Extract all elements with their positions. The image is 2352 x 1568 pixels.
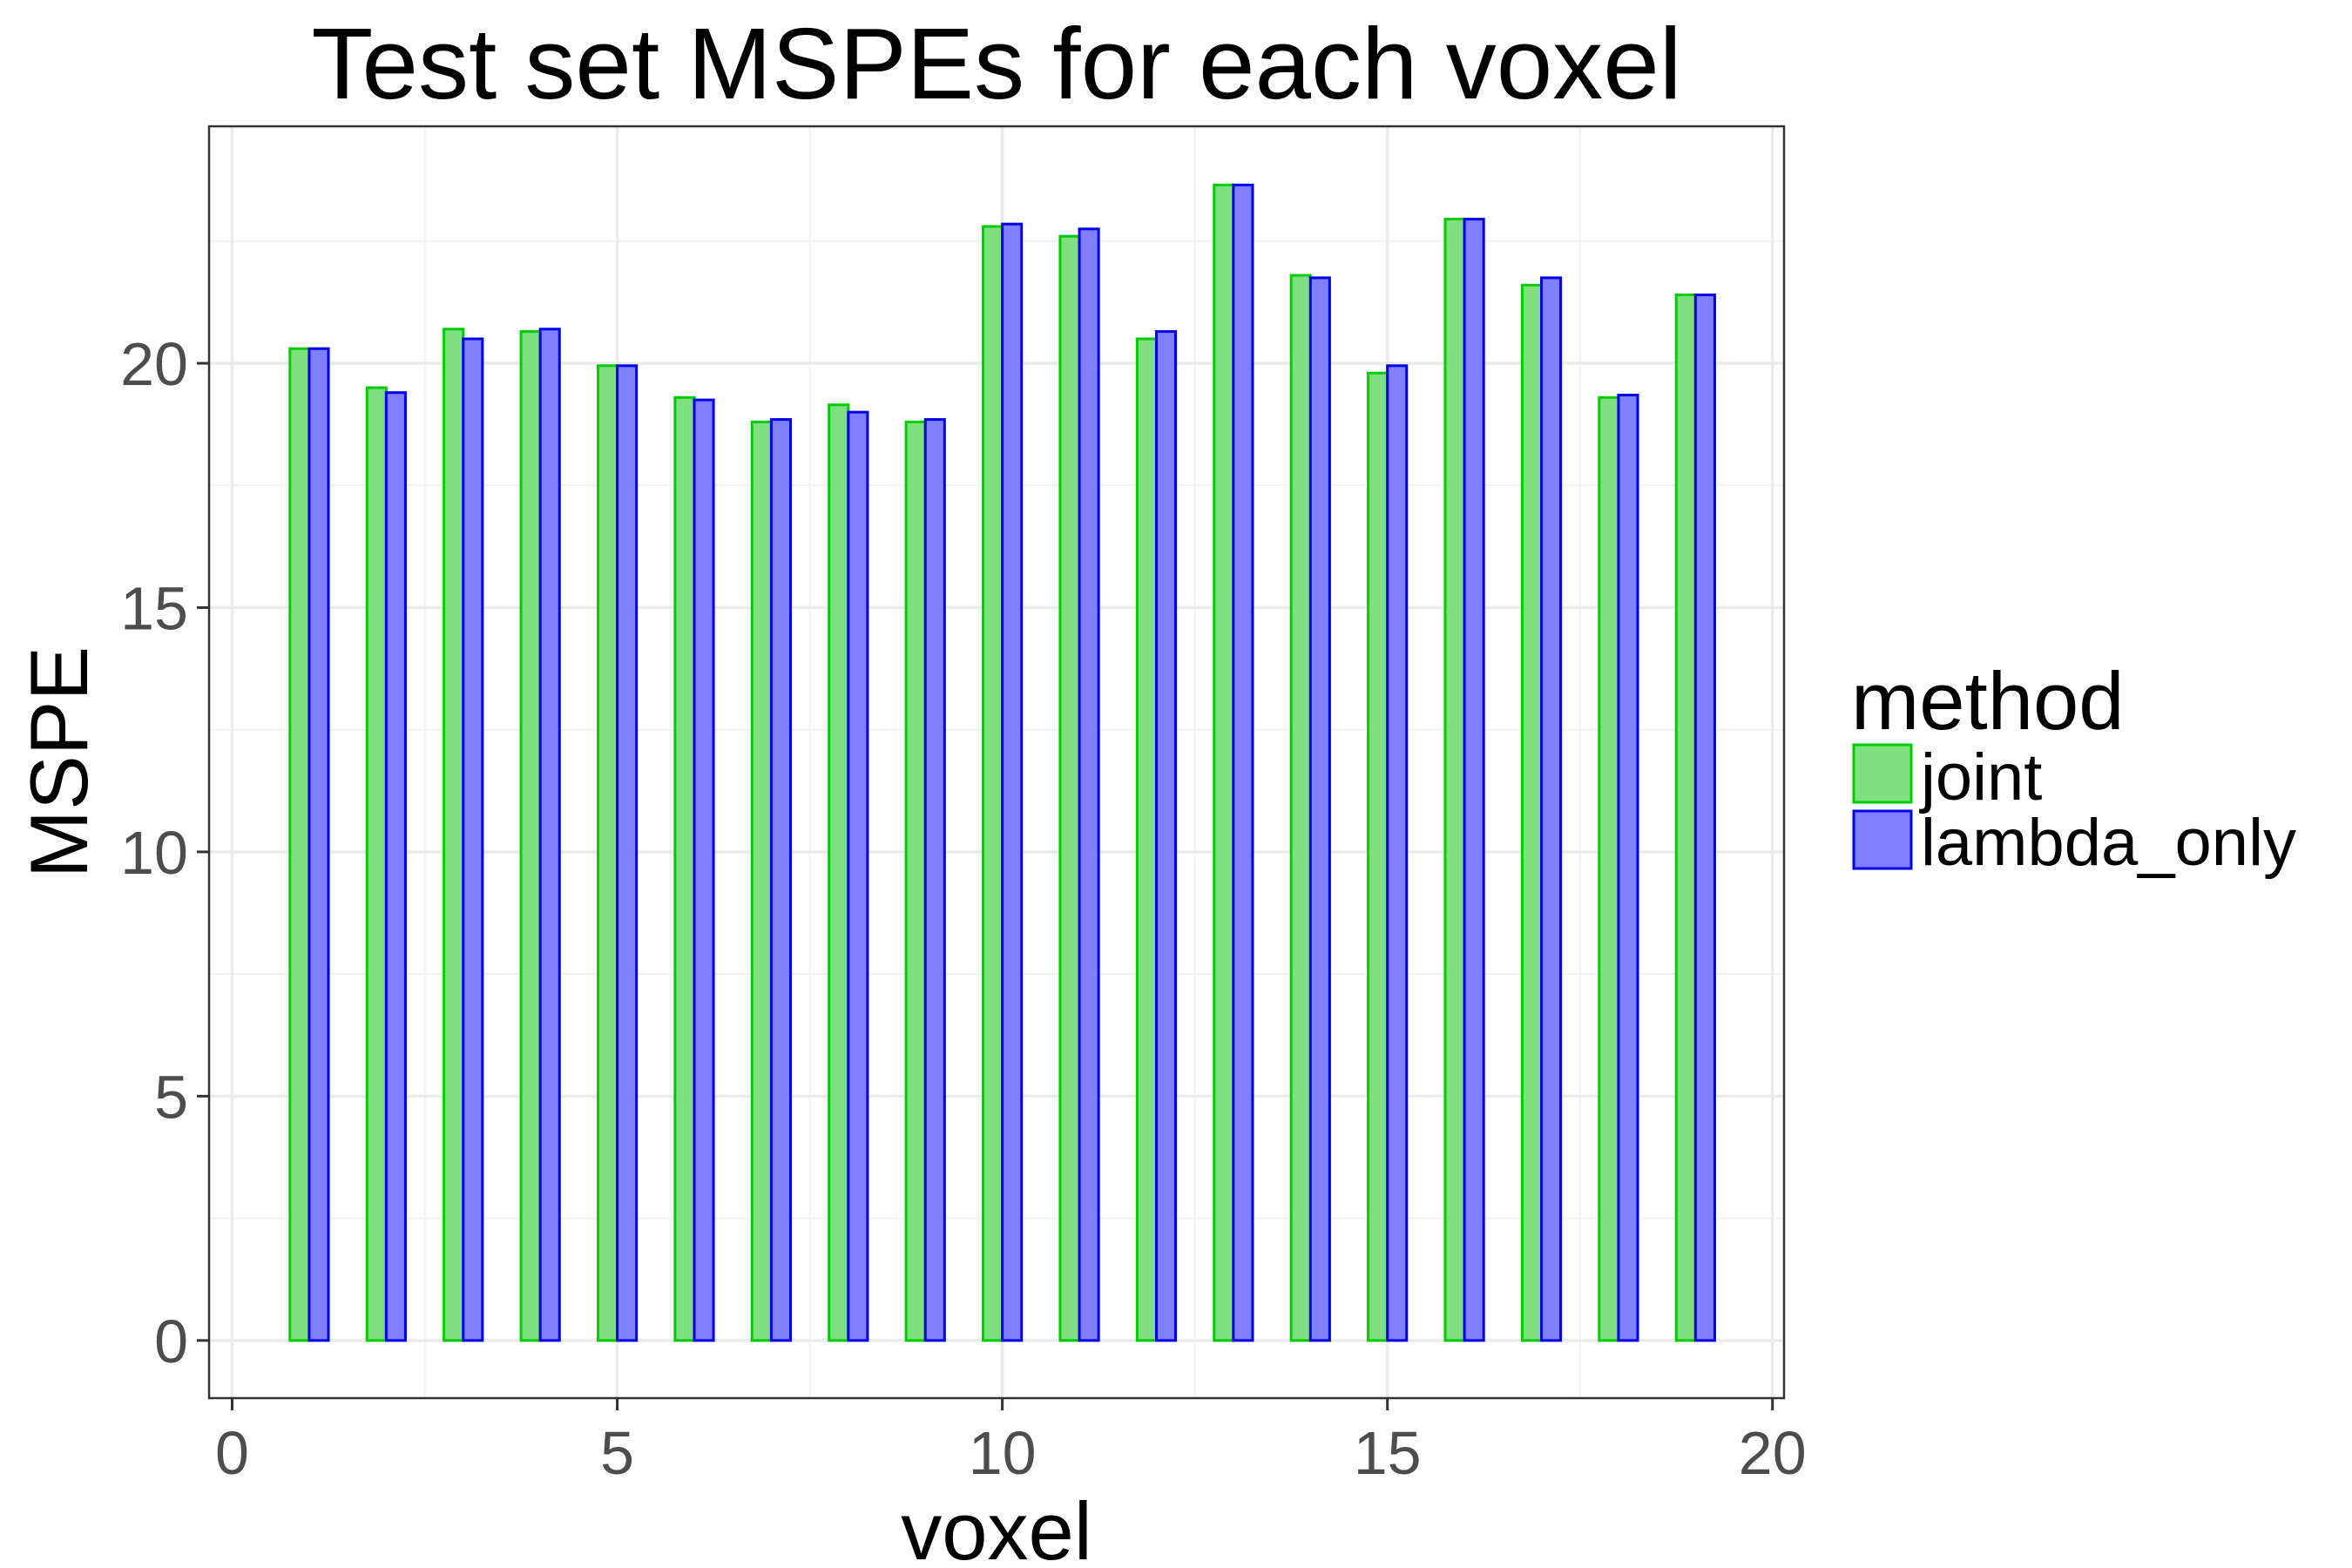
bar-lambda-only [1232,183,1254,1342]
bar-lambda-only [1001,222,1024,1342]
legend-label-lambda-only: lambda_only [1921,806,2296,880]
bar-joint [904,420,927,1342]
bar-lambda-only [616,364,639,1342]
x-tick-label: 20 [1739,1419,1807,1487]
bar-lambda-only [538,328,561,1342]
bar-joint [519,330,542,1342]
bar-lambda-only [1617,393,1639,1342]
bar-lambda-only [1693,294,1716,1342]
bar-joint [288,347,311,1342]
bar-lambda-only [1154,330,1178,1342]
axes-layer: 0 5 10 15 20 0 5 10 15 20 [120,330,1807,1487]
bar-lambda-only [1308,276,1331,1342]
bar-lambda-only [1386,364,1409,1342]
bar-lambda-only [384,391,407,1342]
bar-joint [1598,395,1620,1342]
bar-joint [1213,183,1235,1342]
y-axis-title: MSPE [13,646,105,878]
bar-lambda-only [1463,218,1485,1342]
bar-joint [1443,218,1466,1342]
bar-joint [1289,274,1312,1342]
chart-title: Test set MSPEs for each voxel [311,7,1681,120]
x-tick-label: 10 [969,1419,1037,1487]
legend-item-lambda-only: lambda_only [1852,806,2296,880]
y-tick-label: 10 [120,819,188,887]
bar-joint [828,403,850,1342]
bar-joint [1520,283,1544,1342]
bar-lambda-only [847,410,869,1342]
bar-joint [1367,371,1389,1342]
y-tick-label: 5 [154,1063,188,1131]
x-tick-label: 0 [215,1419,249,1487]
bar-joint [1674,294,1697,1342]
bar-lambda-only [462,337,484,1342]
bar-joint [982,225,1004,1342]
legend-key-lambda-only [1852,809,1913,870]
bar-lambda-only [693,398,715,1342]
legend-title: method [1851,655,2125,747]
bar-joint [673,395,696,1342]
plot-panel-border [207,125,1786,1400]
x-tick-label: 15 [1354,1419,1422,1487]
y-tick-label: 20 [120,330,188,398]
bar-lambda-only [308,347,330,1342]
bar-lambda-only [1540,276,1563,1342]
bar-joint [1135,337,1158,1342]
bar-lambda-only [923,418,946,1342]
bar-joint [596,364,619,1342]
y-tick-label: 15 [120,574,188,642]
bar-lambda-only [1078,227,1100,1342]
x-axis-title: voxel [901,1485,1092,1568]
legend-item-joint: joint [1852,740,2042,814]
legend-key-joint [1852,743,1913,804]
y-tick-label: 0 [154,1308,188,1375]
legend: method joint lambda_only [1851,655,2296,880]
bar-joint [443,328,465,1342]
bars-layer [288,183,1716,1342]
bar-joint [365,386,388,1342]
bar-joint [750,420,773,1342]
legend-label-joint: joint [1919,740,2042,814]
bar-lambda-only [769,418,793,1342]
x-tick-label: 5 [600,1419,634,1487]
bar-joint [1058,234,1081,1342]
